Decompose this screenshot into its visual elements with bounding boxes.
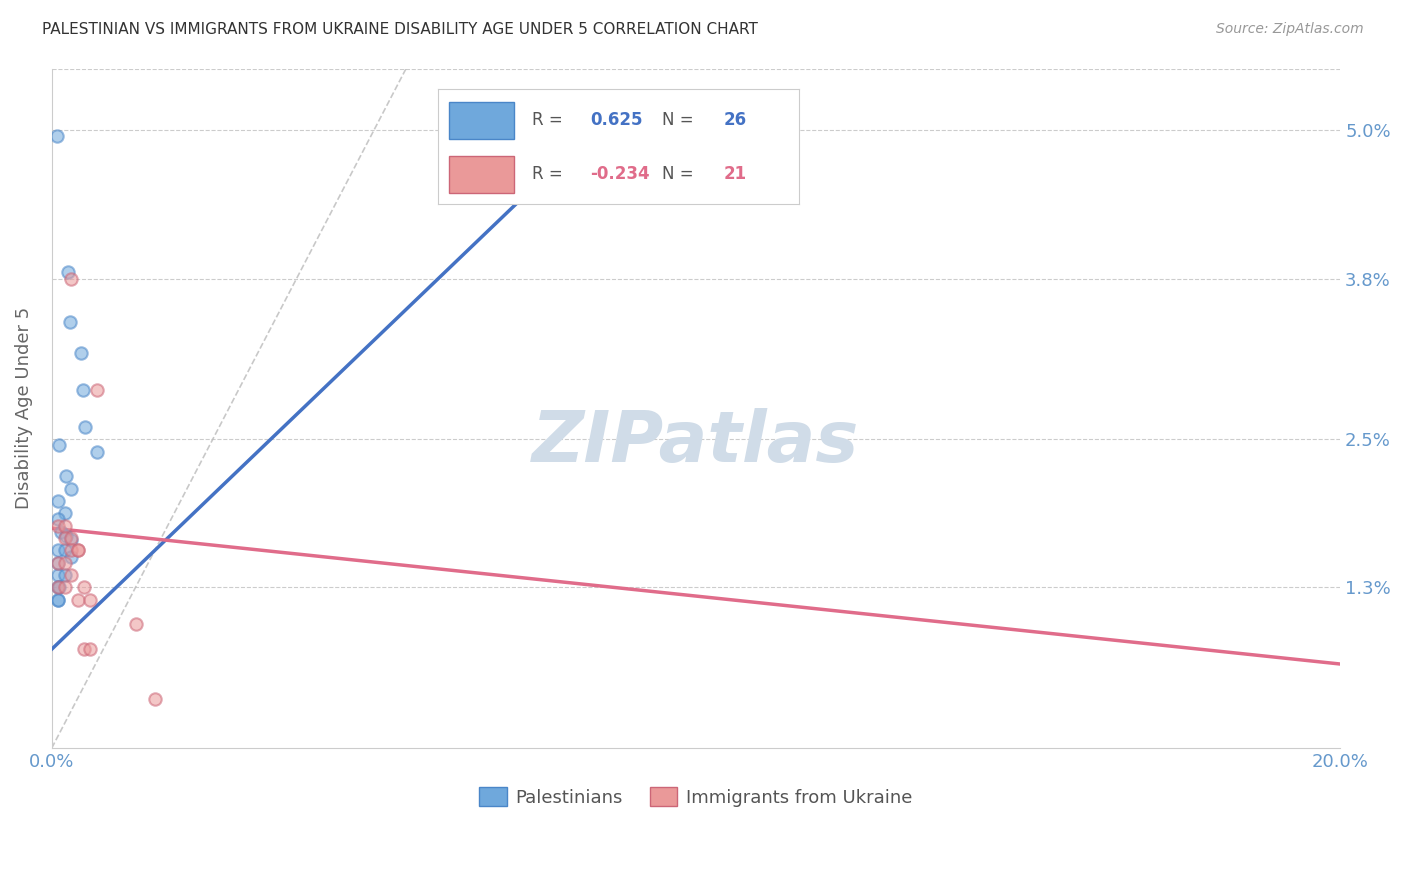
Point: [46, 543, 69, 558]
Point: [59, 315, 82, 329]
Point: [66, 543, 89, 558]
Point: [55, 469, 77, 483]
Point: [56, 265, 79, 279]
Point: [46, 568, 69, 582]
Point: [60, 271, 83, 285]
Text: Source: ZipAtlas.com: Source: ZipAtlas.com: [1216, 22, 1364, 37]
Legend: Palestinians, Immigrants from Ukraine: Palestinians, Immigrants from Ukraine: [472, 780, 920, 814]
Point: [46, 581, 69, 595]
Point: [60, 531, 83, 545]
Point: [46, 518, 69, 533]
Point: [53, 568, 76, 582]
Point: [46, 556, 69, 570]
Point: [53, 581, 76, 595]
Text: ZIPatlas: ZIPatlas: [533, 408, 859, 476]
Point: [86, 383, 108, 397]
Point: [53, 543, 76, 558]
Point: [46, 592, 69, 607]
Point: [51, 524, 73, 539]
Point: [124, 617, 146, 632]
Point: [53, 531, 76, 545]
Point: [75, 419, 97, 434]
Point: [79, 642, 101, 657]
Point: [53, 518, 76, 533]
Point: [60, 482, 83, 496]
Point: [86, 444, 108, 458]
Point: [48, 438, 70, 452]
Point: [72, 383, 94, 397]
Y-axis label: Disability Age Under 5: Disability Age Under 5: [15, 307, 32, 509]
Point: [55, 528, 77, 542]
Point: [46, 556, 69, 570]
Point: [60, 533, 83, 548]
Point: [46, 512, 69, 526]
Point: [79, 592, 101, 607]
Point: [60, 568, 83, 582]
Point: [143, 691, 166, 706]
Point: [46, 494, 69, 508]
Point: [73, 581, 96, 595]
Point: [60, 543, 83, 558]
Point: [53, 506, 76, 520]
Point: [46, 581, 69, 595]
Point: [45, 129, 67, 144]
Point: [46, 592, 69, 607]
Point: [53, 556, 76, 570]
Point: [60, 549, 83, 564]
Point: [66, 592, 89, 607]
Text: PALESTINIAN VS IMMIGRANTS FROM UKRAINE DISABILITY AGE UNDER 5 CORRELATION CHART: PALESTINIAN VS IMMIGRANTS FROM UKRAINE D…: [42, 22, 758, 37]
Point: [73, 642, 96, 657]
Point: [66, 543, 89, 558]
Point: [69, 345, 91, 359]
Point: [48, 581, 70, 595]
